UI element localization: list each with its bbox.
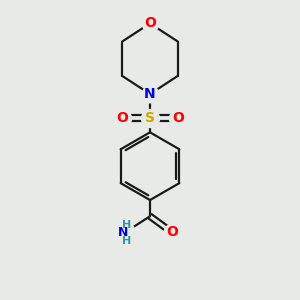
Text: O: O	[116, 111, 128, 124]
Text: O: O	[166, 225, 178, 239]
Text: N: N	[118, 226, 129, 239]
Text: S: S	[145, 111, 155, 124]
Text: H: H	[122, 236, 131, 246]
Text: O: O	[144, 16, 156, 30]
Text: N: N	[144, 87, 156, 101]
Text: H: H	[122, 220, 131, 230]
Text: O: O	[172, 111, 184, 124]
